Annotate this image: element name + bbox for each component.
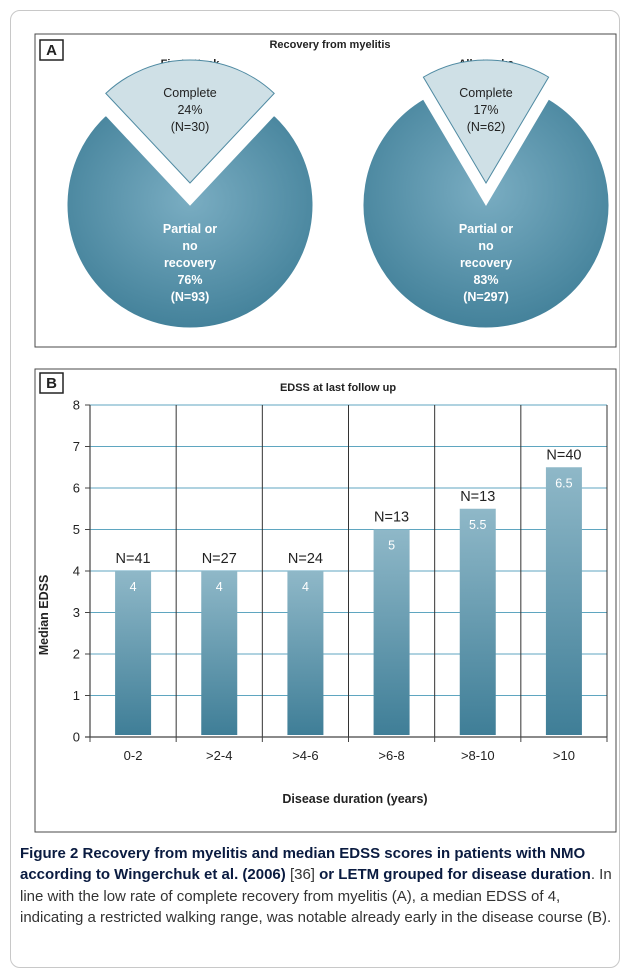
bar-value-label: 6.5 — [555, 476, 572, 490]
bar-x-tick-label: >4-6 — [292, 748, 318, 763]
bar--4-6 — [287, 571, 324, 735]
bar-axes: 0 1 2 3 4 5 6 7 8 0-2 >2-4 >4-6 >6-8 >8-10 >10 — [73, 398, 608, 763]
pie-label-partial-line: 76% — [177, 273, 202, 287]
pie-slice-complete — [105, 59, 275, 184]
bar-y-tick-label: 5 — [73, 522, 80, 537]
bar--8-10 — [459, 508, 496, 735]
pie-label-complete-line: Complete — [459, 86, 513, 100]
pie-slice-complete — [422, 59, 550, 184]
bar-value-label: 4 — [130, 580, 137, 594]
bar-x-tick-label: >6-8 — [378, 748, 404, 763]
bar-value-label: 5 — [388, 539, 395, 553]
bar-n-label: N=27 — [202, 551, 237, 567]
pie-label-partial-line: recovery — [164, 256, 216, 270]
pie-label-partial-line: (N=297) — [463, 290, 509, 304]
bar-y-tick-label: 7 — [73, 439, 80, 454]
bar-chart-title: EDSS at last follow up — [280, 382, 396, 394]
bar--10 — [545, 467, 582, 735]
caption-reference: [36] — [289, 866, 315, 884]
bar-y-tick-label: 4 — [73, 564, 80, 579]
bar-n-label: N=41 — [116, 551, 151, 567]
panel-b: B EDSS at last follow up Median EDSS Dis… — [34, 368, 617, 833]
bar-y-axis-label: Median EDSS — [37, 575, 51, 656]
bar-n-label: N=40 — [546, 447, 581, 463]
bar-n-label: N=13 — [460, 489, 495, 505]
caption-body: . In line with the low rate of complete … — [20, 866, 612, 927]
pie-label-complete-line: 24% — [177, 103, 202, 117]
pie-label-partial-line: Partial or — [459, 222, 513, 236]
panel-a-letter: A — [46, 42, 57, 59]
bar-y-tick-label: 3 — [73, 605, 80, 620]
bar-n-label: N=24 — [288, 551, 323, 567]
pie-label-partial-line: no — [182, 239, 198, 253]
bar-x-tick-label: >8-10 — [461, 748, 495, 763]
bar-x-tick-label: 0-2 — [124, 748, 143, 763]
pie-label-partial-line: 83% — [473, 273, 498, 287]
pie-chart-2: Complete 17% (N=62) Partial or no recovery 83%… — [362, 59, 610, 329]
pie-charts: Complete 24% (N=30) Partial or no recovery 76%… — [66, 59, 610, 329]
bar-value-label: 5.5 — [469, 518, 486, 532]
bar-value-label: 4 — [302, 580, 309, 594]
pie-slice-partial — [362, 98, 610, 329]
pie-label-complete-line: (N=62) — [467, 120, 506, 134]
bar-y-tick-label: 1 — [73, 688, 80, 703]
pie-slice-partial — [66, 114, 314, 329]
pie-label-complete-line: (N=30) — [171, 120, 210, 134]
pie-label-partial-line: no — [478, 239, 494, 253]
bar-value-label: 4 — [216, 580, 223, 594]
figure-caption: Figure 2 Recovery from myelitis and medi… — [20, 843, 614, 929]
pie-panel-title: Recovery from myelitis — [269, 39, 390, 51]
bar-y-tick-label: 6 — [73, 481, 80, 496]
pie-label-complete-line: Complete — [163, 86, 217, 100]
bar-0-2 — [115, 571, 152, 735]
bar-series: 4 N=41 4 N=27 4 N=24 5 N=13 5.5 N=13 6.5 N=40 — [115, 447, 582, 735]
bar-grid — [90, 404, 608, 737]
bar-y-tick-label: 2 — [73, 647, 80, 662]
panel-b-letter-box — [39, 372, 64, 394]
caption-title-end: or LETM grouped for disease duration — [319, 866, 591, 884]
panel-a-letter-box — [39, 39, 64, 61]
panel-a: A Recovery from myelitis First attack Al… — [34, 33, 617, 348]
bar--6-8 — [373, 529, 410, 735]
panel-b-letter: B — [46, 375, 57, 392]
pie-label-complete-line: 17% — [473, 103, 498, 117]
bar-x-tick-label: >2-4 — [206, 748, 232, 763]
bar--2-4 — [201, 571, 238, 735]
bar-y-tick-label: 0 — [73, 730, 80, 745]
pie-label-partial-line: Partial or — [163, 222, 217, 236]
pie-label-partial-line: (N=93) — [171, 290, 210, 304]
bar-y-tick-label: 8 — [73, 398, 80, 413]
bar-n-label: N=13 — [374, 510, 409, 526]
caption-title: Figure 2 Recovery from myelitis and medi… — [20, 845, 586, 884]
pie-label-partial-line: recovery — [460, 256, 512, 270]
pie-chart-1: Complete 24% (N=30) Partial or no recovery 76%… — [66, 59, 314, 329]
bar-x-axis-label: Disease duration (years) — [282, 792, 427, 806]
bar-x-tick-label: >10 — [553, 748, 575, 763]
